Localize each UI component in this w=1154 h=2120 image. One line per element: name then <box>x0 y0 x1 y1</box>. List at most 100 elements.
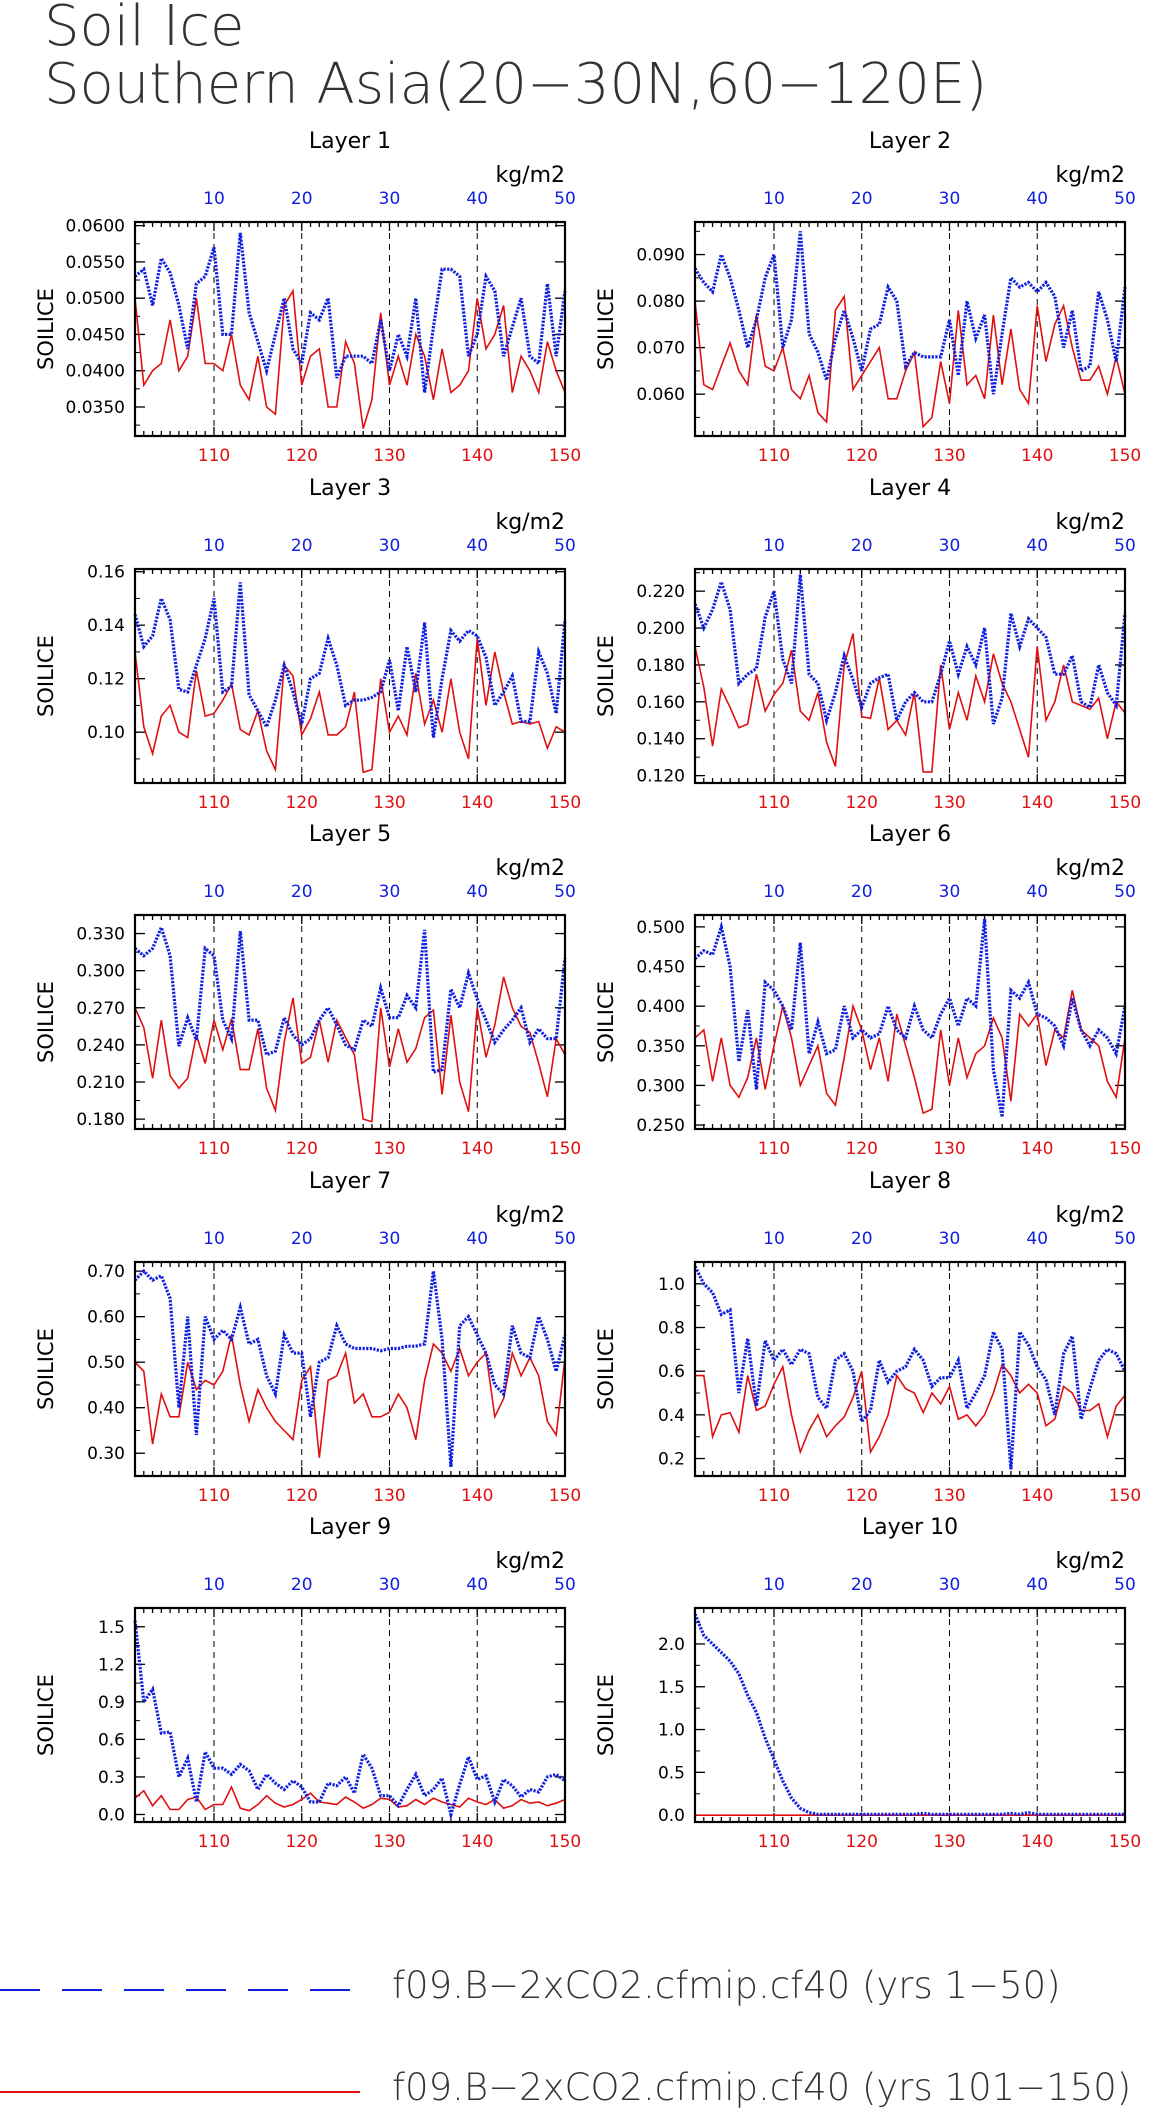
layer-10-title: Layer 10 <box>862 1515 958 1540</box>
layer-10-y-label: SOILICE <box>594 1674 618 1756</box>
layer-7-x-tick-label: 140 <box>461 1486 493 1506</box>
layer-1-y-tick-label: 0.0600 <box>66 217 125 237</box>
layer-1-frame <box>133 220 567 438</box>
layer-8-y-tick-label: 1.0 <box>658 1275 685 1295</box>
layer-10-x-tick-label: 140 <box>1021 1832 1053 1852</box>
layer-2-x-tick-label: 130 <box>933 446 965 466</box>
layer-5-top-tick-label: 30 <box>379 882 401 902</box>
layer-6-frame <box>693 913 1127 1131</box>
layer-3-series-red <box>134 638 566 774</box>
layer-5-x-tick-label: 150 <box>549 1139 581 1159</box>
layer-3-y-tick-label: 0.10 <box>87 723 125 743</box>
layer-5-x-tick-label: 110 <box>198 1139 230 1159</box>
layer-5-x-tick-label: 130 <box>373 1139 405 1159</box>
layer-5-series-blue <box>133 922 567 1075</box>
layer-8-y-tick-label: 0.6 <box>658 1362 685 1382</box>
layer-7-frame <box>133 1260 567 1478</box>
layer-10-x-tick-label: 120 <box>846 1832 878 1852</box>
layer-4-y-tick-label: 0.200 <box>636 619 685 639</box>
layer-1-title: Layer 1 <box>309 129 391 154</box>
layer-1-y-tick-label: 0.0400 <box>66 362 125 382</box>
layer-8-top-tick-label: 50 <box>1114 1229 1136 1249</box>
layer-5-title: Layer 5 <box>309 822 391 847</box>
legend-label-red: f09.B−2xCO2.cfmip.cf40 (yrs 101−150) <box>392 2066 1132 2109</box>
chart-title: Soil Ice <box>44 0 245 59</box>
layer-5-y-tick-label: 0.270 <box>76 999 125 1019</box>
legend-swatch-red <box>0 2091 360 2093</box>
layer-3-x-tick-label: 140 <box>461 793 493 813</box>
layer-7-x-tick-label: 150 <box>549 1486 581 1506</box>
chart-subtitle: Southern Asia(20−30N,60−120E) <box>44 52 988 117</box>
layer-8-y-tick-label: 0.2 <box>658 1450 685 1470</box>
layer-4-x-tick-label: 130 <box>933 793 965 813</box>
layer-5-frame <box>133 913 567 1131</box>
layer-3-y-label: SOILICE <box>34 635 58 717</box>
layer-4-x-tick-label: 140 <box>1021 793 1053 813</box>
layer-9-top-tick-label: 30 <box>379 1575 401 1595</box>
layer-8-y-tick-label: 0.8 <box>658 1319 685 1339</box>
layer-1-x-tick-label: 140 <box>461 446 493 466</box>
layer-10-top-tick-label: 50 <box>1114 1575 1136 1595</box>
layer-7-y-tick-label: 0.60 <box>87 1308 125 1328</box>
layer-7-x-tick-label: 130 <box>373 1486 405 1506</box>
layer-7-series-blue <box>133 1268 567 1468</box>
layer-2-top-tick-label: 30 <box>939 189 961 209</box>
layer-7-top-tick-label: 40 <box>466 1229 488 1249</box>
layer-2-y-tick-label: 0.090 <box>636 246 685 266</box>
layer-1-top-tick-label: 50 <box>554 189 576 209</box>
layer-9-y-tick-label: 1.2 <box>98 1655 125 1675</box>
layer-3-frame <box>133 567 567 785</box>
layer-7-x-tick-label: 120 <box>286 1486 318 1506</box>
layer-7-top-tick-label: 10 <box>203 1229 225 1249</box>
layer-10-top-tick-label: 30 <box>939 1575 961 1595</box>
layer-4-y-tick-label: 0.120 <box>636 767 685 787</box>
layer-1-x-tick-label: 130 <box>373 446 405 466</box>
layer-7-top-axis-unit: kg/m2 <box>495 1203 565 1228</box>
layer-7-y-label: SOILICE <box>34 1328 58 1410</box>
layer-2-top-tick-label: 10 <box>763 189 785 209</box>
layer-9-top-tick-label: 40 <box>466 1575 488 1595</box>
layer-4-frame <box>693 567 1127 785</box>
layer-2-x-tick-label: 140 <box>1021 446 1053 466</box>
layer-8-x-tick-label: 130 <box>933 1486 965 1506</box>
layer-6-y-tick-label: 0.300 <box>636 1076 685 1096</box>
layer-2-top-tick-label: 40 <box>1026 189 1048 209</box>
layer-5-top-tick-label: 20 <box>291 882 313 902</box>
layer-5-y-tick-label: 0.330 <box>76 925 125 945</box>
layer-4-y-tick-label: 0.220 <box>636 582 685 602</box>
layer-5-y-label: SOILICE <box>34 981 58 1063</box>
layer-9-frame <box>133 1606 567 1824</box>
layer-3-title: Layer 3 <box>309 476 391 501</box>
layer-1-x-tick-label: 150 <box>549 446 581 466</box>
layer-8-x-tick-label: 140 <box>1021 1486 1053 1506</box>
layer-10-top-axis-unit: kg/m2 <box>1055 1549 1125 1574</box>
layer-4-title: Layer 4 <box>869 476 951 501</box>
layer-1-series-red <box>134 288 566 429</box>
layer-8-top-tick-label: 40 <box>1026 1229 1048 1249</box>
legend-label-blue: f09.B−2xCO2.cfmip.cf40 (yrs 1−50) <box>392 1964 1061 2007</box>
layer-3-x-tick-label: 120 <box>286 793 318 813</box>
layer-7-top-tick-label: 50 <box>554 1229 576 1249</box>
layer-5-x-tick-label: 120 <box>286 1139 318 1159</box>
layer-4-series-red <box>694 633 1126 773</box>
layer-6-y-label: SOILICE <box>594 981 618 1063</box>
layer-4-top-tick-label: 50 <box>1114 536 1136 556</box>
layer-1-top-tick-label: 10 <box>203 189 225 209</box>
layer-4-top-tick-label: 30 <box>939 536 961 556</box>
layer-6-top-tick-label: 40 <box>1026 882 1048 902</box>
layer-6-top-tick-label: 10 <box>763 882 785 902</box>
layer-10-x-tick-label: 150 <box>1109 1832 1141 1852</box>
layer-6-x-tick-label: 120 <box>846 1139 878 1159</box>
layer-2-title: Layer 2 <box>869 129 951 154</box>
layer-2-top-tick-label: 20 <box>851 189 873 209</box>
layer-6-x-tick-label: 130 <box>933 1139 965 1159</box>
layer-4-y-tick-label: 0.160 <box>636 693 685 713</box>
layer-5-top-tick-label: 10 <box>203 882 225 902</box>
layer-6-y-tick-label: 0.450 <box>636 958 685 978</box>
layer-9-y-tick-label: 1.5 <box>98 1618 125 1638</box>
layer-10-series-blue <box>693 1613 1125 1816</box>
layer-2-x-tick-label: 150 <box>1109 446 1141 466</box>
layer-3-top-tick-label: 10 <box>203 536 225 556</box>
layer-3-x-tick-label: 110 <box>198 793 230 813</box>
layer-8-x-tick-label: 150 <box>1109 1486 1141 1506</box>
